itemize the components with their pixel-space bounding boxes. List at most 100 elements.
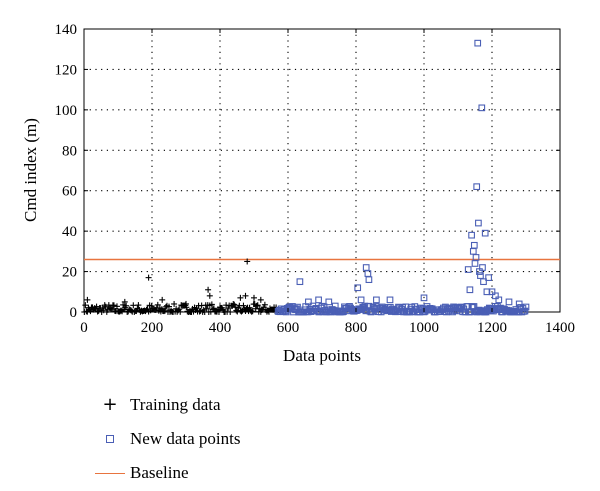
training-point — [118, 307, 125, 314]
training-point — [121, 298, 128, 305]
new-data-point — [305, 298, 312, 306]
training-point — [113, 303, 120, 310]
training-point — [253, 302, 260, 309]
training-point — [166, 303, 172, 310]
training-point — [230, 301, 237, 308]
x-tick-label: 1200 — [477, 320, 507, 336]
x-tick-label: 400 — [209, 320, 232, 336]
y-tick-label: 100 — [55, 103, 78, 119]
legend-item-training: + Training data — [92, 388, 392, 422]
legend-label-baseline: Baseline — [130, 463, 189, 482]
new-data-point — [357, 296, 365, 304]
training-point — [130, 302, 137, 309]
new-data-point — [478, 104, 486, 112]
x-tick-label: 1400 — [545, 320, 575, 336]
new-data-point — [420, 294, 428, 302]
training-point — [161, 307, 168, 314]
legend-label-new: New data points — [130, 429, 241, 448]
training-point — [203, 305, 210, 312]
training-point — [84, 296, 91, 303]
new-data-point — [470, 241, 478, 249]
legend-item-baseline: Baseline — [92, 456, 392, 490]
new-data-point — [522, 303, 530, 311]
new-data-point — [481, 229, 489, 237]
training-point — [206, 292, 213, 299]
axes: 0 200 400 600 800 1000 1200 1400 0 20 40 60 80 100 120… — [55, 22, 576, 336]
training-point — [231, 301, 238, 308]
new-data-point — [488, 288, 496, 296]
new-data-point — [480, 278, 487, 286]
legend-item-new: New data points — [92, 422, 392, 456]
training-point — [208, 301, 215, 308]
x-tick-label: 1000 — [409, 320, 439, 336]
x-tick-label: 800 — [345, 320, 368, 336]
square-marker-icon — [106, 435, 114, 443]
new-data-point — [296, 278, 304, 286]
training-point — [135, 302, 142, 309]
legend: + Training data New data points Baseline — [92, 388, 392, 490]
training-point — [108, 306, 115, 313]
new-data-point — [485, 274, 492, 281]
new-data-point — [495, 296, 503, 304]
training-point — [242, 292, 249, 299]
training-point — [238, 308, 245, 315]
new-data-point — [325, 298, 333, 306]
new-data-point — [466, 286, 474, 294]
training-point — [107, 305, 114, 312]
training-point — [176, 306, 183, 313]
new-data-point — [365, 276, 373, 284]
training-point — [240, 302, 247, 309]
line-marker-icon — [95, 472, 125, 474]
new-data-point — [492, 292, 499, 300]
new-data-point — [386, 296, 394, 304]
new-data-point — [354, 284, 362, 292]
training-point — [210, 305, 217, 312]
training-point — [93, 303, 100, 310]
plus-marker-icon: + — [102, 394, 118, 415]
y-tick-label: 140 — [55, 22, 78, 38]
data-points — [81, 39, 530, 316]
plot-area — [83, 28, 561, 313]
new-data-point — [468, 231, 475, 239]
y-tick-label: 60 — [62, 184, 77, 200]
training-point — [183, 300, 189, 307]
new-data-point — [521, 307, 529, 315]
training-point — [249, 308, 256, 315]
training-point — [261, 301, 268, 308]
y-tick-label: 20 — [62, 265, 77, 281]
new-data-point — [464, 266, 472, 273]
legend-label-training: Training data — [130, 395, 221, 414]
new-data-point — [479, 264, 486, 271]
training-point — [145, 274, 152, 281]
training-point — [159, 296, 166, 303]
training-point — [82, 302, 89, 309]
new-data-point — [475, 219, 482, 227]
training-point — [237, 294, 244, 301]
training-point — [251, 294, 257, 301]
y-tick-label: 40 — [62, 224, 77, 240]
training-point — [110, 302, 117, 309]
new-data-point — [505, 298, 513, 306]
y-axis-label: Cmd index (m) — [21, 118, 40, 222]
training-point — [257, 296, 264, 303]
training-point — [171, 300, 178, 307]
new-data-point — [473, 183, 481, 191]
training-point — [154, 301, 161, 308]
y-tick-label: 80 — [62, 143, 77, 159]
new-data-point — [472, 254, 480, 261]
x-tick-label: 0 — [80, 320, 88, 336]
new-data-point — [515, 300, 523, 308]
training-point — [244, 258, 251, 265]
training-point — [123, 302, 130, 309]
chart: 0 200 400 600 800 1000 1200 1400 0 20 40 60 80 100 120… — [21, 22, 576, 365]
new-data-point — [373, 296, 380, 304]
training-point — [87, 308, 94, 315]
new-data-point — [315, 296, 322, 304]
y-tick-label: 120 — [55, 62, 78, 78]
training-point — [225, 305, 232, 312]
training-point — [227, 308, 234, 315]
x-tick-label: 600 — [277, 320, 300, 336]
training-point — [133, 308, 140, 315]
training-point — [205, 286, 212, 293]
training-point — [102, 303, 109, 310]
